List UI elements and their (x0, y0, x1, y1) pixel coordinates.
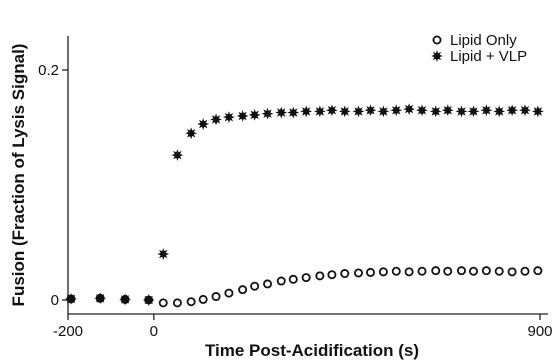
data-point (416, 104, 428, 117)
data-point (263, 279, 273, 289)
data-point (481, 266, 491, 276)
data-point (186, 297, 196, 307)
data-point (429, 105, 442, 118)
y-tick-label: 0.2 (38, 62, 59, 79)
data-point (404, 267, 414, 277)
data-point (261, 107, 274, 120)
data-point (185, 127, 198, 140)
x-tick-label: 0 (150, 323, 158, 340)
data-point (275, 106, 288, 119)
data-point (157, 248, 170, 260)
legend-marker (431, 50, 443, 62)
data-point (417, 266, 427, 276)
data-point (338, 105, 351, 118)
axes: -200 0 900 0 0.2 (38, 36, 553, 340)
series-lipid-vlp (65, 103, 544, 306)
data-point (340, 269, 350, 279)
data-point (506, 104, 519, 117)
series-lipid-only (66, 266, 543, 308)
data-points (65, 103, 544, 308)
data-point (390, 104, 403, 117)
data-point (238, 285, 248, 295)
data-point (378, 267, 388, 277)
data-point (301, 273, 311, 283)
data-point (288, 274, 298, 284)
data-point (507, 267, 517, 277)
y-axis-title: Fusion (Fraction of Lysis Signal) (9, 44, 28, 307)
data-point (480, 104, 493, 117)
data-point (456, 266, 466, 276)
x-tick-label: -200 (53, 323, 83, 340)
data-point (142, 294, 155, 306)
data-point (198, 294, 208, 304)
y-tick-label: 0 (51, 292, 59, 309)
data-point (520, 266, 530, 276)
data-point (327, 270, 337, 280)
data-point (366, 267, 376, 277)
data-point (443, 266, 453, 276)
data-point (441, 104, 454, 117)
data-point (455, 105, 468, 118)
data-point (171, 149, 184, 161)
data-point (353, 268, 363, 278)
data-point (250, 281, 260, 291)
data-point (300, 105, 313, 118)
x-axis-title: Time Post-Acidification (s) (205, 341, 419, 360)
data-point (236, 110, 249, 122)
data-point (65, 292, 77, 305)
data-point (287, 106, 300, 119)
data-point (313, 105, 326, 118)
data-point (493, 105, 506, 118)
data-point (119, 293, 131, 306)
data-point (276, 276, 286, 286)
data-point (172, 298, 182, 308)
data-point (158, 298, 168, 308)
data-point (533, 266, 543, 276)
data-point (364, 104, 377, 117)
data-point (467, 105, 480, 118)
data-point (468, 266, 478, 276)
data-point (211, 292, 221, 302)
data-point (248, 108, 261, 121)
data-point (403, 103, 416, 115)
data-point (210, 113, 222, 126)
data-point (377, 105, 390, 118)
data-point (519, 104, 531, 117)
legend-marker (432, 35, 442, 45)
data-point (197, 118, 210, 130)
data-point (531, 105, 544, 118)
data-point (431, 266, 441, 276)
data-point (325, 104, 338, 117)
data-point (391, 266, 401, 276)
x-tick-label: 900 (527, 323, 552, 340)
legend-label: Lipid + VLP (450, 48, 527, 65)
data-point (224, 288, 234, 298)
data-point (352, 105, 365, 118)
legend-label: Lipid Only (450, 32, 517, 49)
data-point (223, 111, 235, 124)
data-point (494, 266, 504, 276)
data-point (315, 271, 325, 281)
data-point (94, 292, 107, 305)
